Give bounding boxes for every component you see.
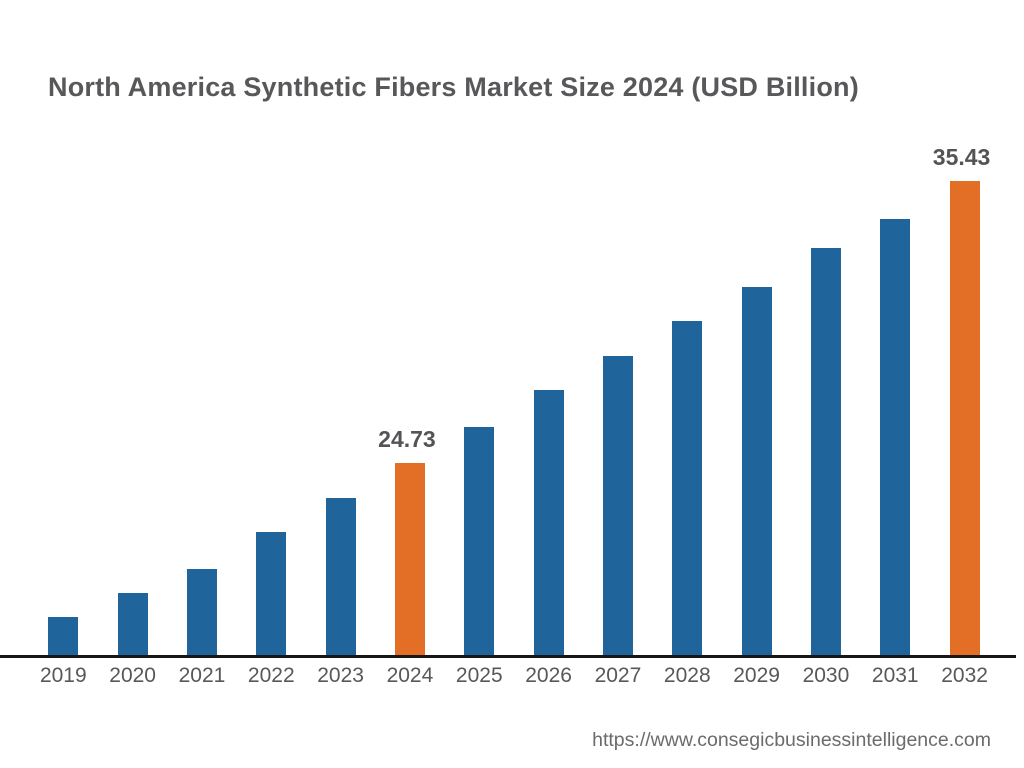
bar-2025 [464,426,495,657]
bar-2030 [810,247,841,657]
bar-2029 [741,287,772,657]
source-url-link[interactable]: https://www.consegicbusinessintelligence… [592,729,991,751]
x-axis-label-2023: 2023 [317,664,364,687]
x-axis-label-2026: 2026 [525,664,572,687]
bar-2021 [186,569,217,657]
chart-title: North America Synthetic Fibers Market Si… [48,72,859,102]
x-axis-line [0,655,1016,658]
bar-2020 [117,592,148,657]
bar-2023 [325,498,356,657]
bar-2024 [394,463,425,657]
x-axis-label-2030: 2030 [802,664,850,687]
x-axis-label-2022: 2022 [247,664,295,687]
bar-2026 [533,390,564,657]
bar-value-label-2024: 24.73 [378,425,436,452]
x-axis-label-2029: 2029 [733,664,780,687]
bar-2022 [256,532,287,657]
plot-area: 24.73 35.43 2019 2020 2021 2022 2023 2024 2025 2… [0,143,1016,687]
x-axis-label-2027: 2027 [594,664,642,687]
bar-2031 [880,218,911,657]
bar-2019 [48,616,79,657]
x-axis-label-2028: 2028 [663,664,711,687]
x-axis-label-2021: 2021 [178,664,226,687]
bar-2028 [672,321,703,657]
x-axis-label-2031: 2031 [871,664,919,687]
bar-2032 [949,180,980,657]
bar-2027 [602,355,633,657]
x-axis-label-2032: 2032 [941,664,988,687]
x-axis-label-2025: 2025 [455,664,503,687]
x-axis-label-2020: 2020 [109,664,156,687]
x-axis-label-2024: 2024 [386,664,434,687]
x-axis-label-2019: 2019 [39,664,87,687]
bar-value-label-2032: 35.43 [932,143,991,170]
